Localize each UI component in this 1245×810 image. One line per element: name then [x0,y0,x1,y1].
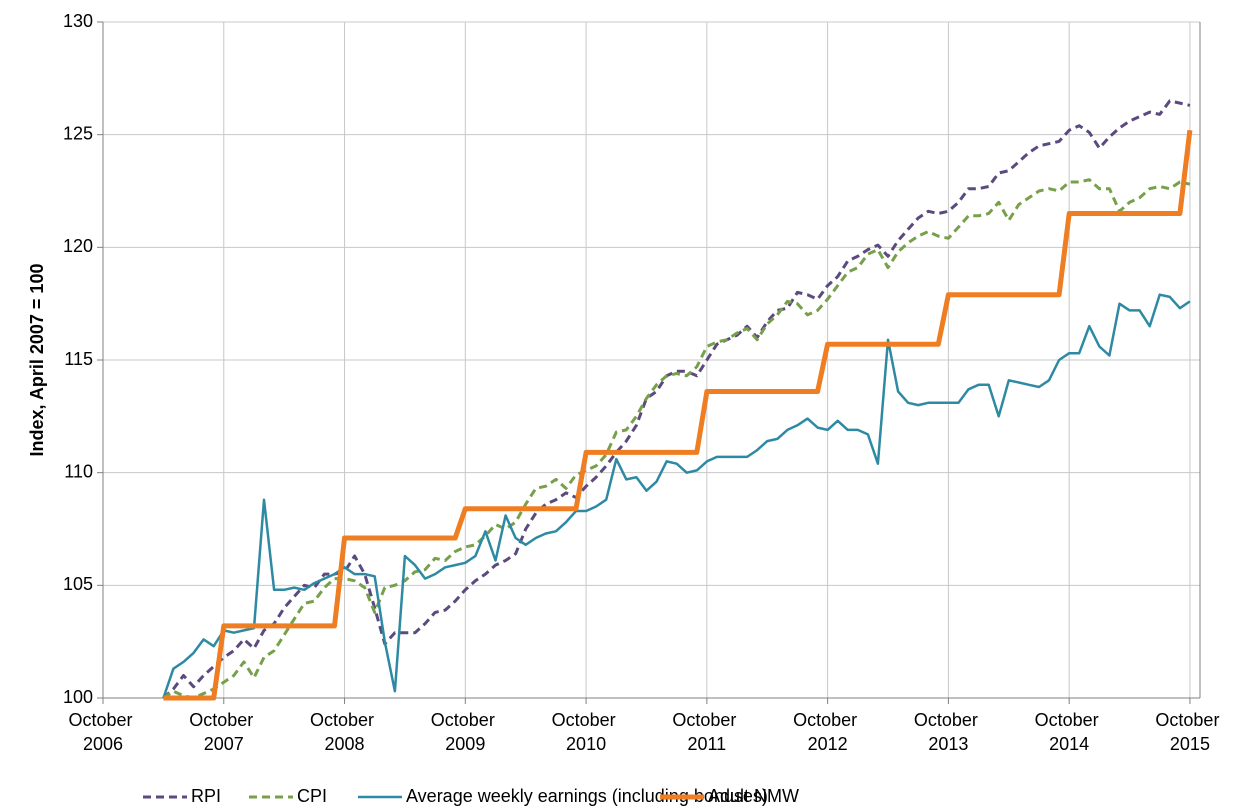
legend-label: Average weekly earnings (including bonus… [406,786,768,806]
legend-label: RPI [191,786,221,806]
y-tick-label: 110 [64,461,93,481]
x-tick-label: October 2011 [672,710,741,754]
y-tick-label: 120 [63,236,93,256]
legend-label: Adult NMW [708,786,799,806]
y-tick-label: 130 [63,11,93,31]
x-tick-label: October 2007 [189,710,258,754]
x-tick-label: October 2010 [552,710,621,754]
x-tick-label: October 2009 [431,710,500,754]
x-tick-label: October 2015 [1155,710,1224,754]
y-tick-label: 115 [64,349,93,369]
x-tick-label: October 2013 [914,710,983,754]
series-line [162,293,1191,699]
y-tick-label: 125 [63,123,93,143]
x-tick-label: October 2014 [1035,710,1104,754]
x-tick-label: October 2012 [793,710,862,754]
x-tick-label: October 2006 [68,710,137,754]
series-line [162,178,1191,700]
x-tick-label: October 2008 [310,710,379,754]
legend-label: CPI [297,786,327,806]
series-line [162,99,1191,700]
y-tick-label: 105 [63,574,93,594]
series-line [163,129,1193,701]
y-tick-label: 100 [63,687,93,707]
y-axis-label: Index, April 2007 = 100 [27,264,47,457]
